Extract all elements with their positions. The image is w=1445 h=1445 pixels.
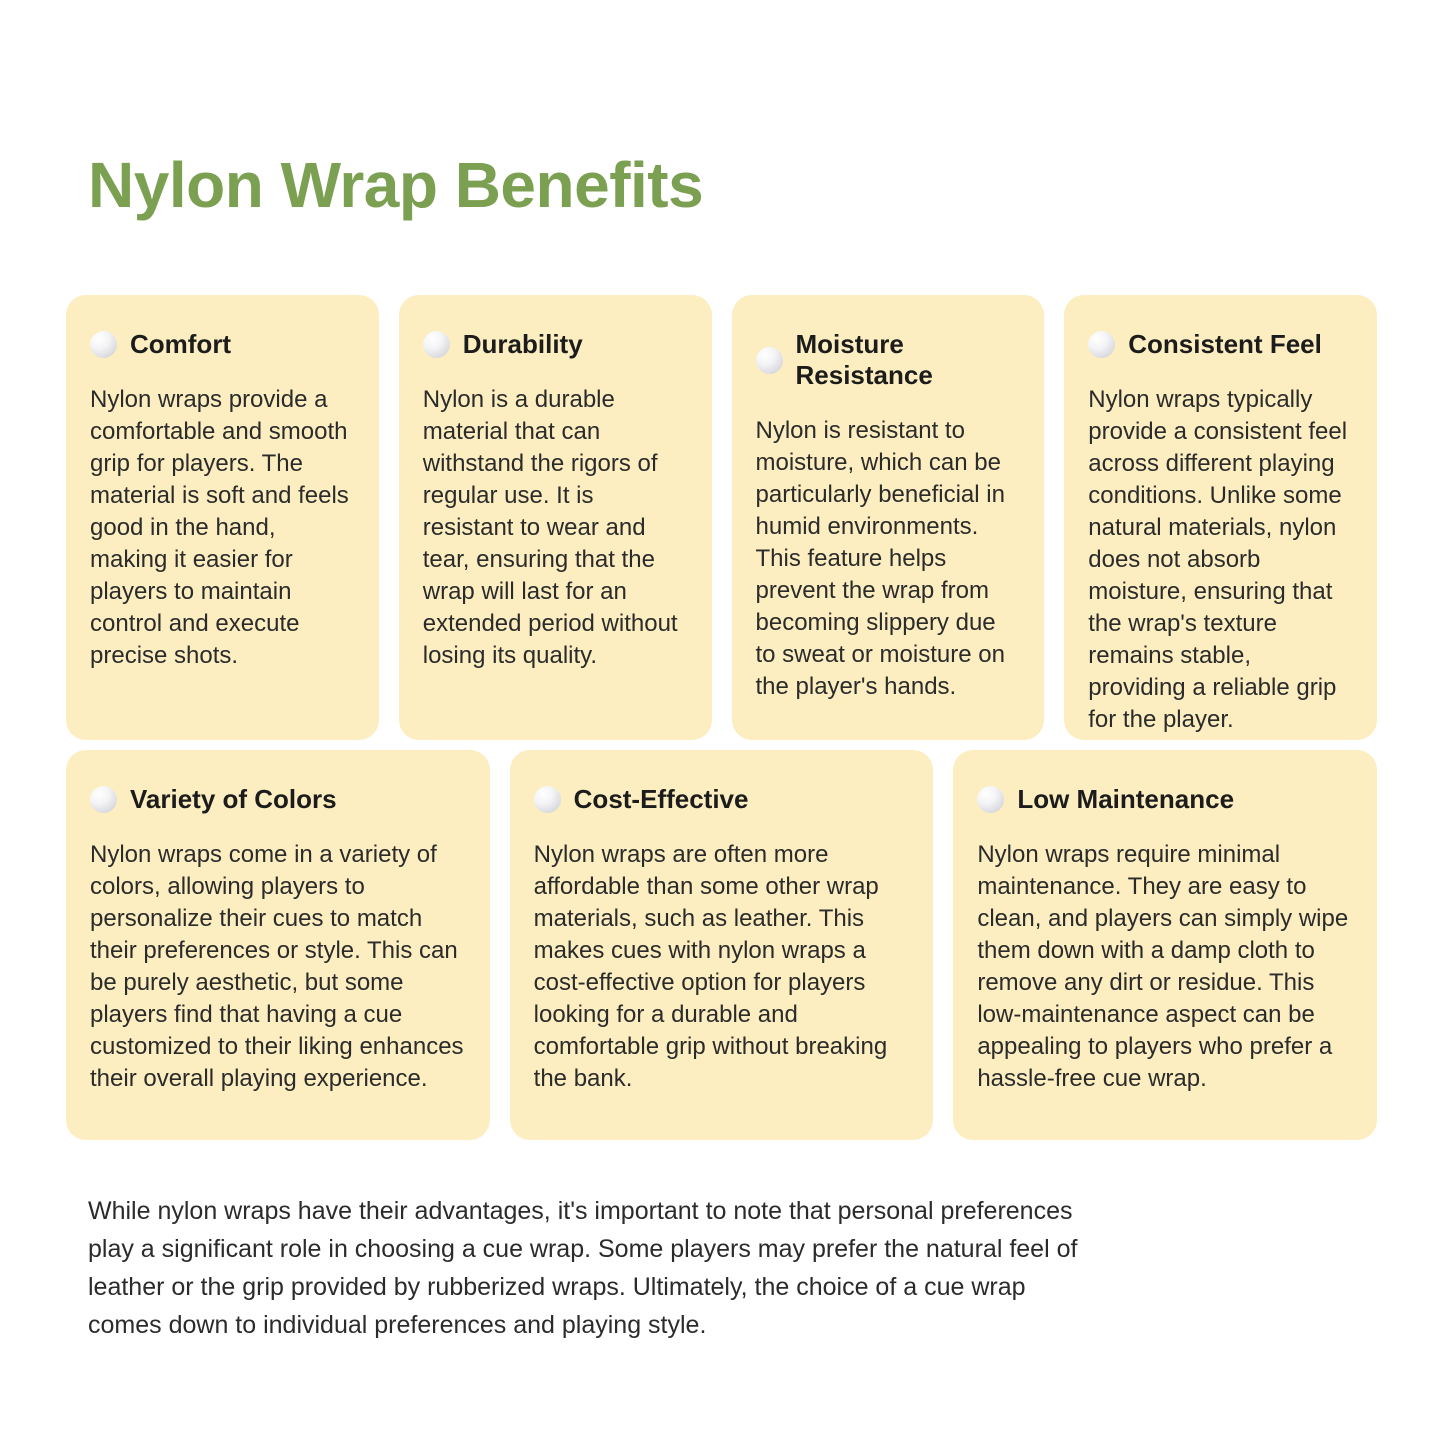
card-title: Comfort	[130, 329, 232, 359]
card-body-text: Nylon is a durable material that can wit…	[422, 386, 678, 669]
card-header: Variety of Colors	[90, 784, 466, 815]
cue-ball-icon	[533, 786, 561, 813]
card-body-text: Nylon wraps provide a comfortable and sm…	[90, 386, 349, 669]
benefit-card-low-maintenance: Low Maintenance Nylon wraps require mini…	[953, 750, 1377, 1140]
card-header: Durability	[422, 329, 688, 360]
page-title: Nylon Wrap Benefits	[88, 149, 704, 221]
card-title: Cost-Effective	[573, 784, 749, 814]
benefit-card-durability: Durability Nylon is a durable material t…	[398, 295, 712, 740]
card-body-text: Nylon wraps typically provide a consiste…	[1088, 386, 1348, 733]
cards-row-top: Comfort Nylon wraps provide a comfortabl…	[66, 295, 1377, 740]
card-body-text: Nylon wraps require minimal maintenance.…	[977, 841, 1349, 1092]
benefit-card-consistent-feel: Consistent Feel Nylon wraps typically pr…	[1064, 295, 1377, 740]
card-body-text: Nylon wraps are often more affordable th…	[533, 841, 888, 1092]
cue-ball-icon	[422, 331, 450, 358]
card-header: Cost-Effective	[533, 784, 910, 815]
cue-ball-icon	[755, 346, 783, 374]
benefit-card-variety-of-colors: Variety of Colors Nylon wraps come in a …	[66, 750, 490, 1140]
closing-note: While nylon wraps have their advantages,…	[88, 1197, 1078, 1339]
card-title: Durability	[462, 329, 583, 359]
card-title: Moisture Resistance	[795, 329, 933, 390]
cue-ball-icon	[1088, 331, 1116, 358]
card-title: Low Maintenance	[1017, 784, 1235, 814]
card-header: Moisture Resistance	[755, 329, 1021, 391]
cards-row-bottom: Variety of Colors Nylon wraps come in a …	[66, 750, 1377, 1140]
card-body-text: Nylon wraps come in a variety of colors,…	[90, 841, 464, 1092]
card-header: Comfort	[90, 329, 355, 360]
benefit-cards: Comfort Nylon wraps provide a comfortabl…	[66, 295, 1377, 1140]
card-title: Consistent Feel	[1128, 329, 1322, 359]
cue-ball-icon	[90, 786, 117, 813]
card-body-text: Nylon is resistant to moisture, which ca…	[755, 417, 1005, 700]
benefit-card-moisture-resistance: Moisture Resistance Nylon is resistant t…	[731, 295, 1045, 740]
cue-ball-icon	[90, 331, 117, 358]
benefit-card-cost-effective: Cost-Effective Nylon wraps are often mor…	[509, 750, 934, 1140]
card-title: Variety of Colors	[130, 784, 337, 814]
card-header: Low Maintenance	[977, 784, 1353, 815]
cue-ball-icon	[977, 786, 1005, 813]
card-header: Consistent Feel	[1088, 329, 1353, 360]
benefit-card-comfort: Comfort Nylon wraps provide a comfortabl…	[66, 295, 379, 740]
